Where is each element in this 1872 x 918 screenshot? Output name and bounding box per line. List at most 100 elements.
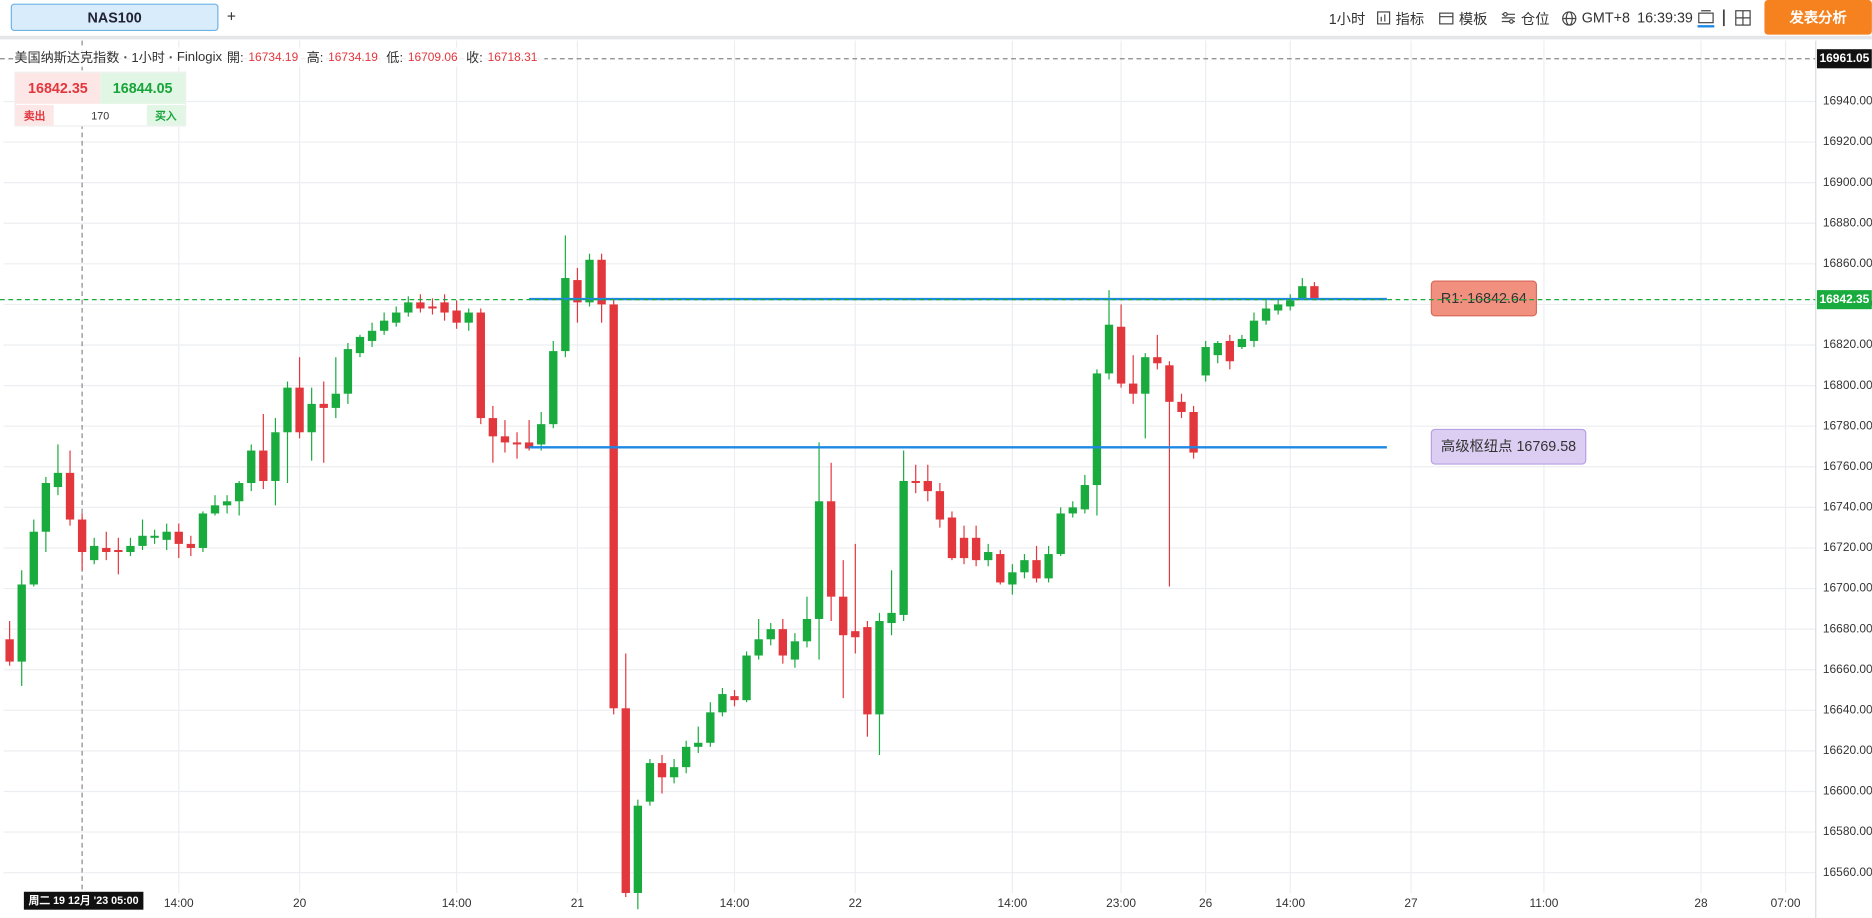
candle-body — [971, 537, 981, 561]
indicators-icon — [1377, 11, 1391, 25]
sell-price[interactable]: 16842.35 — [15, 72, 101, 104]
indicators: 指标 — [1395, 10, 1425, 27]
y-tick-label: 16600.00 — [1823, 784, 1872, 798]
y-tick-label: 16740.00 — [1823, 500, 1872, 514]
divider — [1722, 0, 1727, 36]
chart-header: 美国纳斯达克指数 1小时 Finlogix 開: 16734.19 高: 16734… — [14, 47, 545, 67]
candle-body — [887, 612, 896, 624]
candle-body — [1189, 411, 1198, 453]
candle-body — [198, 513, 208, 548]
candle-body — [1165, 365, 1174, 402]
candle-body — [537, 424, 546, 445]
candle-body — [1068, 507, 1077, 514]
candle-body — [669, 767, 679, 778]
indicators-button[interactable]: 指标 — [1376, 0, 1424, 36]
candle-body — [1310, 286, 1319, 299]
candle-body — [416, 302, 425, 309]
ohlc-label: 高: — [306, 51, 324, 66]
publish-button[interactable]: 发表分析 — [1764, 0, 1872, 35]
y-tick-label: 16920.00 — [1823, 134, 1872, 148]
y-tick-label: 16860.00 — [1823, 256, 1872, 270]
snapshot-button[interactable] — [1696, 0, 1715, 36]
candle-body — [1008, 572, 1017, 585]
candle-body — [41, 483, 51, 532]
y-tick-label: 16880.00 — [1823, 215, 1872, 229]
x-tick-label: 23:00 — [1106, 896, 1136, 910]
candle-body — [694, 742, 703, 747]
layout-button[interactable] — [1735, 0, 1752, 36]
candle-body — [802, 618, 812, 642]
ohlc-label: 收: — [466, 51, 483, 66]
price-axis — [1815, 40, 1872, 918]
candle-body — [1261, 308, 1271, 321]
x-tick-label: 14:00 — [720, 896, 750, 910]
y-tick-label: 16760.00 — [1823, 459, 1872, 473]
candle-body — [222, 501, 232, 506]
positions: 仓位 — [1520, 10, 1550, 27]
add-tab[interactable]: + — [226, 7, 236, 26]
positions-button[interactable]: 仓位 — [1501, 0, 1550, 36]
quantity[interactable]: 170 — [91, 109, 110, 122]
candle-body — [259, 450, 268, 481]
y-tick-label: 16560.00 — [1823, 865, 1872, 879]
candle-body — [126, 545, 135, 553]
x-tick-label: 27 — [1404, 896, 1418, 910]
candle-body — [476, 312, 485, 419]
candle-body — [150, 535, 159, 538]
candle-body — [742, 655, 751, 701]
templates-button[interactable]: 模板 — [1439, 0, 1488, 36]
candle-body — [718, 694, 727, 713]
candle-body — [1201, 347, 1210, 376]
candle-body — [367, 330, 377, 341]
candle-body — [778, 629, 788, 656]
candle-body — [234, 483, 244, 502]
crosshair-price-box — [1816, 49, 1872, 69]
candle-body — [984, 552, 993, 561]
symbol-tab[interactable]: NAS100 — [10, 3, 219, 32]
x-tick-label: 26 — [1199, 896, 1213, 910]
candle-body — [561, 278, 570, 352]
candle-body — [573, 280, 582, 303]
candle-body — [923, 480, 932, 492]
templates: 模板 — [1458, 10, 1488, 27]
candle-body — [500, 436, 510, 443]
candle-body — [597, 259, 606, 305]
source: Finlogix — [176, 50, 223, 65]
candle-body — [247, 450, 256, 484]
interval-label: 1小时 — [131, 51, 165, 66]
crosshair-price-label: 16961.05 — [1820, 51, 1870, 65]
candle-body — [1237, 338, 1247, 348]
timezone-button[interactable]: GMT+8 16:39:39 — [1561, 0, 1693, 36]
candle-body — [1044, 554, 1053, 579]
candle-body — [1080, 485, 1090, 510]
interval-button[interactable]: 1小时 — [1329, 0, 1366, 36]
candle-body — [114, 549, 123, 553]
y-tick-label: 16900.00 — [1823, 175, 1872, 189]
sell-button[interactable]: 卖出 — [15, 105, 54, 126]
ohlc-value: 16734.19 — [248, 50, 299, 64]
ohlc-value: 16709.06 — [407, 50, 458, 64]
candle-body — [102, 547, 111, 553]
level-label: 高级枢纽点 16769.58 — [1441, 438, 1576, 455]
symbol-name: 美国纳斯达克指数 — [14, 51, 120, 66]
x-tick-label: 14:00 — [997, 896, 1027, 910]
y-tick-label: 16680.00 — [1823, 621, 1872, 635]
y-tick-label: 16660.00 — [1823, 662, 1872, 676]
candle-body — [681, 746, 691, 768]
candle-body — [935, 491, 945, 520]
candle-body — [959, 537, 969, 559]
candle-body — [1213, 342, 1222, 356]
ohlc-value: 16734.19 — [328, 50, 378, 64]
candle-body — [766, 629, 775, 640]
globe-icon — [1562, 10, 1577, 26]
buy-price[interactable]: 16844.05 — [100, 72, 186, 104]
candle-body — [633, 805, 643, 893]
candle-body — [1225, 340, 1235, 362]
buy-button[interactable]: 买入 — [146, 105, 186, 126]
level-label-box — [1430, 428, 1587, 465]
layout-icon — [1735, 10, 1751, 26]
candle-body — [1286, 300, 1295, 307]
candle-body — [1092, 373, 1102, 486]
